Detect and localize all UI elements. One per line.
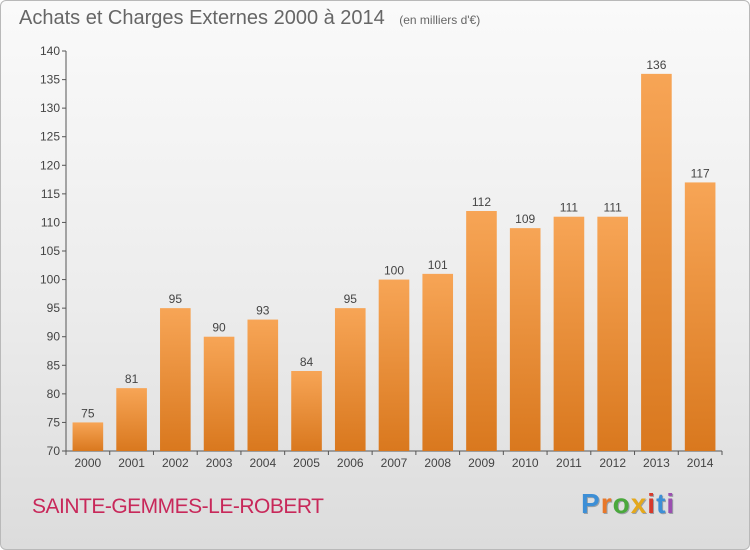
x-tick-label: 2011 xyxy=(556,456,582,470)
x-tick-label: 2014 xyxy=(687,456,714,470)
bar-value-label: 81 xyxy=(125,372,139,386)
bar-2008 xyxy=(422,273,454,451)
chart-subtitle: (en milliers d'€) xyxy=(399,13,481,27)
logo-letter: P xyxy=(581,488,601,519)
bar-value-label: 95 xyxy=(169,292,183,306)
bar-2000 xyxy=(72,422,104,451)
bar-value-label: 95 xyxy=(344,292,358,306)
bar-2006 xyxy=(334,308,366,451)
bar-value-label: 93 xyxy=(256,304,270,318)
y-axis: 70 75 80 85 90 95 100 105 110 115 120 125 130 135 140 xyxy=(40,44,67,458)
y-tick-label: 85 xyxy=(47,358,61,372)
y-tick-label: 135 xyxy=(40,73,60,87)
bar-2002 xyxy=(160,308,191,451)
place-name: SAINTE-GEMMES-LE-ROBERT xyxy=(32,495,324,518)
bars: 75 81 95 90 93 84 95 100 101 112 109 111 111 136 117 xyxy=(72,58,716,451)
logo-letter: x xyxy=(630,488,648,519)
y-tick-label: 130 xyxy=(40,101,60,115)
bar-value-label: 112 xyxy=(472,195,491,209)
bar-value-label: 136 xyxy=(646,58,666,72)
y-tick-label: 70 xyxy=(47,444,61,458)
x-tick-label: 2007 xyxy=(381,456,408,470)
logo-letter: r xyxy=(600,488,613,519)
bar-value-label: 111 xyxy=(604,201,623,215)
x-axis: 2000 2001 2002 2003 2004 2005 2006 2007 2008 2009… xyxy=(65,450,723,470)
bar-2013 xyxy=(641,73,672,451)
y-tick-label: 100 xyxy=(40,273,60,287)
x-tick-label: 2002 xyxy=(162,456,189,470)
bar-2004 xyxy=(247,319,279,451)
y-tick-label: 120 xyxy=(40,158,60,172)
bar-value-label: 109 xyxy=(515,212,535,226)
y-tick-label: 90 xyxy=(47,330,61,344)
bar-2009 xyxy=(466,211,497,451)
x-tick-label: 2006 xyxy=(337,456,364,470)
bar-2007 xyxy=(378,279,410,451)
x-tick-label: 2013 xyxy=(643,456,670,470)
bar-2012 xyxy=(597,216,628,451)
logo-letter: i xyxy=(647,488,657,519)
bar-2005 xyxy=(291,371,322,451)
x-tick-label: 2005 xyxy=(293,456,320,470)
y-tick-label: 125 xyxy=(40,130,60,144)
y-tick-label: 105 xyxy=(40,244,60,258)
x-tick-label: 2008 xyxy=(424,456,451,470)
x-tick-label: 2010 xyxy=(512,456,539,470)
x-tick-label: 2004 xyxy=(249,456,276,470)
y-tick-label: 75 xyxy=(47,415,61,429)
bar-value-label: 100 xyxy=(384,264,404,278)
bar-2011 xyxy=(553,216,585,451)
x-tick-label: 2009 xyxy=(468,456,495,470)
logo-letter: o xyxy=(612,488,631,519)
y-tick-label: 95 xyxy=(47,301,61,315)
x-tick-label: 2003 xyxy=(206,456,233,470)
proxiti-logo: Proxiti xyxy=(581,488,675,520)
chart-title: Achats et Charges Externes 2000 à 2014 xyxy=(19,7,385,29)
x-tick-label: 2000 xyxy=(75,456,102,470)
y-tick-label: 110 xyxy=(41,215,60,229)
x-tick-label: 2001 xyxy=(118,456,145,470)
title-block: Achats et Charges Externes 2000 à 2014 (… xyxy=(19,7,480,30)
bar-value-label: 101 xyxy=(428,258,448,272)
bar-value-label: 75 xyxy=(81,406,95,420)
y-tick-label: 115 xyxy=(41,187,60,201)
logo-letter: i xyxy=(666,488,676,519)
bar-2003 xyxy=(203,336,235,451)
bar-value-label: 111 xyxy=(560,201,579,215)
bar-2001 xyxy=(116,388,147,451)
y-tick-label: 140 xyxy=(40,44,60,58)
y-tick-label: 80 xyxy=(47,387,61,401)
logo-letter: t xyxy=(656,488,667,519)
bar-2014 xyxy=(684,182,716,451)
bar-value-label: 117 xyxy=(691,166,710,180)
x-tick-label: 2012 xyxy=(599,456,626,470)
bar-value-label: 90 xyxy=(212,321,226,335)
bar-value-label: 84 xyxy=(300,355,314,369)
bar-2010 xyxy=(509,228,541,451)
